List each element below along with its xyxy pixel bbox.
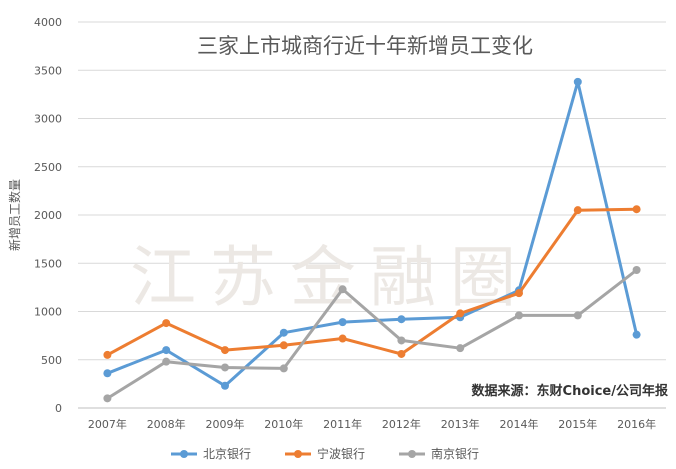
legend-marker — [180, 450, 188, 458]
data-point — [632, 330, 641, 339]
data-point — [573, 77, 582, 86]
data-point — [221, 381, 229, 390]
x-tick-label: 2008年 — [147, 417, 186, 431]
data-point — [103, 350, 112, 359]
data-point — [221, 346, 229, 355]
x-tick-label: 2009年 — [206, 417, 245, 431]
x-tick-label: 2013年 — [441, 417, 480, 431]
y-tick-label: 2000 — [34, 209, 62, 222]
legend: 北京银行 宁波银行 南京银行 — [171, 446, 479, 461]
data-point — [279, 341, 288, 350]
x-tick-label: 2011年 — [323, 417, 362, 431]
data-point — [397, 315, 406, 324]
x-tick-label: 2007年 — [88, 417, 127, 431]
y-axis-label: 新增员工数量 — [7, 179, 22, 251]
legend-marker — [408, 450, 416, 458]
data-point — [221, 363, 229, 372]
legend-marker — [294, 450, 302, 458]
y-tick-label: 4000 — [34, 16, 62, 29]
y-tick-label: 500 — [41, 354, 62, 367]
watermark: 江苏金融圈 — [130, 239, 530, 316]
x-tick-label: 2014年 — [500, 417, 539, 431]
data-point — [279, 328, 288, 337]
y-tick-label: 2500 — [34, 161, 62, 174]
data-point — [103, 369, 112, 378]
data-point — [338, 334, 347, 343]
chart-title: 三家上市城商行近十年新增员工变化 — [197, 34, 533, 58]
data-point — [103, 394, 112, 403]
x-tick-label: 2016年 — [617, 417, 656, 431]
data-point — [338, 285, 347, 294]
data-point — [515, 311, 523, 320]
y-tick-label: 1500 — [34, 257, 62, 270]
data-point — [397, 336, 406, 345]
y-tick-label: 0 — [55, 402, 62, 415]
data-point — [573, 206, 582, 215]
legend-label: 北京银行 — [203, 447, 251, 461]
data-point — [515, 289, 523, 298]
y-axis-ticks: 0 500 1000 1500 2000 2500 3000 3500 4000 — [34, 16, 62, 415]
data-point — [632, 266, 641, 275]
data-point — [279, 364, 288, 373]
x-tick-label: 2012年 — [382, 417, 421, 431]
legend-label: 宁波银行 — [317, 446, 365, 461]
x-tick-label: 2010年 — [264, 417, 303, 431]
data-point — [162, 319, 171, 328]
x-axis-ticks: 2007年 2008年 2009年 2010年 2011年 2012年 2013年 2014年… — [88, 417, 656, 431]
series-lines — [103, 77, 641, 403]
series-line — [105, 80, 639, 388]
data-point — [397, 349, 406, 358]
data-point — [162, 346, 171, 355]
y-tick-label: 3000 — [34, 113, 62, 126]
data-point — [162, 357, 171, 366]
data-point — [456, 309, 465, 318]
x-tick-label: 2015年 — [558, 417, 597, 431]
data-point — [573, 311, 582, 320]
y-tick-label: 3500 — [34, 64, 62, 77]
source-note: 数据来源：东财Choice/公司年报 — [472, 383, 669, 399]
series-line — [105, 268, 639, 400]
data-point — [632, 205, 641, 214]
series-line — [105, 207, 639, 357]
legend-label: 南京银行 — [431, 446, 479, 461]
data-point — [338, 318, 347, 327]
y-tick-label: 1000 — [34, 306, 62, 319]
data-point — [456, 344, 465, 353]
